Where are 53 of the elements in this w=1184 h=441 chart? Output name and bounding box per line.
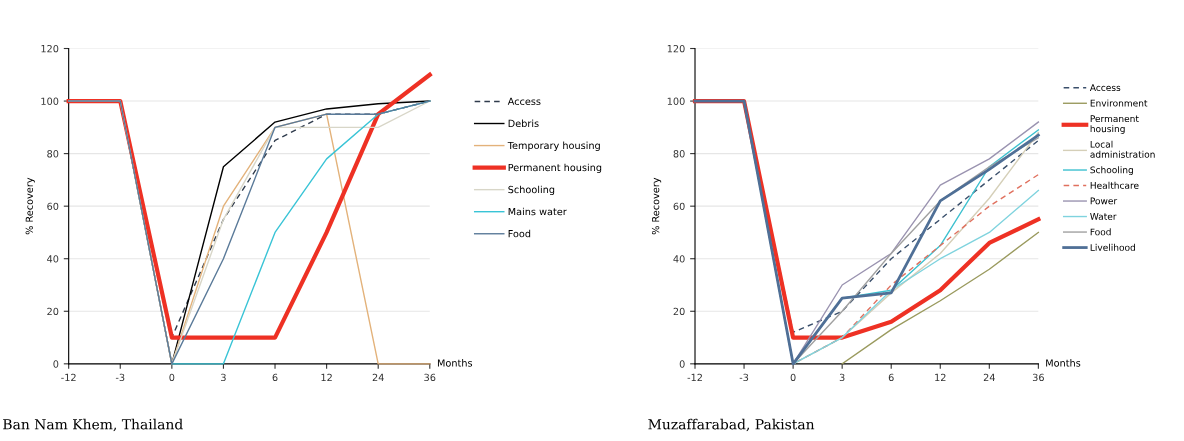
- x-tick-label: 36: [1032, 373, 1044, 382]
- x-tick-label: 36: [424, 373, 436, 382]
- y-tick-label: 60: [47, 202, 59, 210]
- legend-label: Debris: [508, 119, 539, 128]
- legend-label: Food: [1090, 228, 1111, 236]
- legend-label: Healthcare: [1090, 181, 1139, 189]
- y-tick-label: 80: [47, 150, 59, 158]
- y-tick-label: 40: [673, 255, 685, 263]
- x-tick-label: 6: [888, 373, 894, 382]
- text: Muzaffarabad, Pakistan: [648, 418, 815, 432]
- x-tick-label: 3: [839, 373, 845, 382]
- legend-label: Access: [1089, 84, 1121, 92]
- x-tick-label: 12: [935, 373, 946, 381]
- y-tick-label: 0: [679, 360, 685, 368]
- y-axis-title: % Recovery: [651, 177, 662, 235]
- y-tick-label: 120: [667, 44, 685, 53]
- x-tick-label: -12: [61, 373, 76, 381]
- legend-label: Temporary housing: [507, 141, 600, 151]
- y-tick-label: 40: [47, 255, 59, 263]
- legend-label: Permanent housing: [1090, 115, 1139, 134]
- y-tick-label: 0: [53, 360, 59, 368]
- legend-label: Livelihood: [1090, 243, 1135, 251]
- legend-label: Schooling: [508, 185, 555, 196]
- y-tick-label: 100: [41, 97, 59, 105]
- x-axis-title: Months: [1046, 359, 1081, 367]
- legend-label: Mains water: [508, 207, 567, 216]
- legend-label: Access: [507, 97, 541, 106]
- legend-label: Food: [508, 229, 531, 238]
- y-tick-label: 80: [673, 150, 685, 158]
- x-tick-label: 0: [169, 373, 175, 382]
- legend-label: Permanent housing: [508, 163, 602, 174]
- legend-label: Power: [1090, 197, 1118, 205]
- y-tick-label: 60: [673, 202, 685, 210]
- x-tick-label: -3: [115, 373, 125, 382]
- legend-label: Local administration: [1090, 140, 1155, 158]
- y-tick-label: 20: [673, 307, 685, 316]
- x-tick-label: -3: [739, 373, 749, 382]
- x-tick-label: 6: [272, 373, 278, 382]
- legend-label: Environment: [1090, 99, 1148, 107]
- x-tick-label: 24: [983, 373, 995, 381]
- x-axis-title: Months: [437, 359, 473, 367]
- x-tick-label: 0: [790, 373, 796, 382]
- y-tick-label: 20: [47, 307, 59, 316]
- legend-label: Schooling: [1090, 166, 1133, 176]
- y-tick-label: 100: [667, 97, 685, 105]
- y-tick-label: 120: [41, 44, 59, 53]
- y-axis-title: % Recovery: [25, 177, 35, 235]
- x-tick-label: 24: [372, 373, 384, 381]
- text: Ban Nam Khem, Thailand: [3, 418, 183, 432]
- x-tick-label: 3: [221, 373, 226, 382]
- x-tick-label: -12: [687, 373, 702, 381]
- legend-label: Water: [1090, 213, 1117, 220]
- x-tick-label: 12: [321, 373, 332, 381]
